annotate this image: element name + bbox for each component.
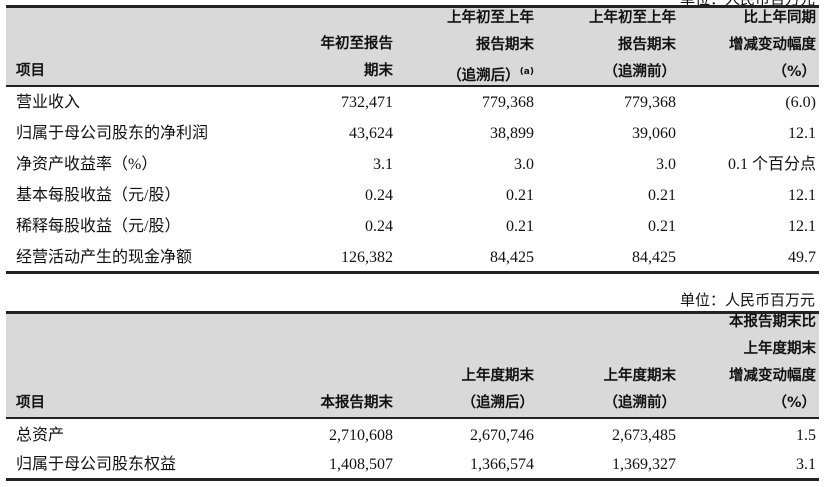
cell-col1: 0.24 xyxy=(365,187,393,204)
row-label: 经营活动产生的现金净额 xyxy=(16,249,193,266)
header-line: 上年度期末 xyxy=(603,368,677,384)
table1-bottom-rule xyxy=(6,271,819,274)
header-line: 本报告期末 xyxy=(320,395,394,411)
table2-header-rule xyxy=(6,417,819,419)
cell-col2: 3.0 xyxy=(514,156,534,173)
row-label: 营业收入 xyxy=(16,94,81,111)
cell-col4: 1.5 xyxy=(796,427,816,444)
cell-col4: (6.0) xyxy=(785,94,816,111)
header-line: （%） xyxy=(772,395,816,411)
row-label: 基本每股收益（元/股） xyxy=(16,187,181,204)
table-row: 稀释每股收益（元/股） 0.24 0.21 0.21 12.1 xyxy=(6,212,819,241)
header-line: （追溯前） xyxy=(603,395,677,411)
table2-header: 项目 本报告期末 上年度期末 （追溯后） 上年度期末 （追溯前） 本报告期末比 … xyxy=(6,314,819,417)
row-label: 净资产收益率（%） xyxy=(16,156,158,173)
header-line: （%） xyxy=(772,64,816,80)
cell-col3: 84,425 xyxy=(632,249,676,266)
cell-col1: 1,408,507 xyxy=(329,456,393,473)
table1-unit-label: 单位：人民币百万元 xyxy=(679,0,815,8)
row-label: 总资产 xyxy=(16,427,65,444)
table-row: 归属于母公司股东权益 1,408,507 1,366,574 1,369,327 3.1 xyxy=(6,450,819,479)
cell-col4: 12.1 xyxy=(788,187,816,204)
cell-col4: 12.1 xyxy=(788,218,816,235)
cell-col3: 39,060 xyxy=(632,125,676,142)
cell-col1: 0.24 xyxy=(365,218,393,235)
cell-col2: 779,368 xyxy=(482,94,534,111)
header-line: 报告期末 xyxy=(476,37,534,53)
row-label: 归属于母公司股东权益 xyxy=(16,456,177,473)
table1-header: 项目 年初至报告 期末 上年初至上年 报告期末 （追溯后）(a) 上年初至上年 … xyxy=(6,8,819,85)
cell-col4: 12.1 xyxy=(788,125,816,142)
table1-header-item: 项目 xyxy=(16,63,45,79)
cell-col3: 0.21 xyxy=(648,187,676,204)
cell-col1: 732,471 xyxy=(341,94,393,111)
header-line: 报告期末 xyxy=(618,37,676,53)
table-row: 总资产 2,710,608 2,670,746 2,673,485 1.5 xyxy=(6,421,819,450)
cell-col3: 1,369,327 xyxy=(612,456,676,473)
table2-unit-label: 单位：人民币百万元 xyxy=(679,293,815,309)
cell-col4: 49.7 xyxy=(788,249,816,266)
header-line: 年初至报告 xyxy=(320,36,394,52)
cell-col1: 126,382 xyxy=(341,249,393,266)
cell-col1: 43,624 xyxy=(349,125,393,142)
table1-header-col1: 年初至报告 期末 xyxy=(321,31,394,85)
cell-col2: 1,366,574 xyxy=(470,456,534,473)
cell-col2: 38,899 xyxy=(490,125,534,142)
cell-col2: 0.21 xyxy=(506,187,534,204)
cell-col3: 3.0 xyxy=(656,156,676,173)
cell-col2: 0.21 xyxy=(506,218,534,235)
cell-col3: 2,673,485 xyxy=(612,427,676,444)
table1-header-rule xyxy=(6,85,819,87)
row-label: 稀释每股收益（元/股） xyxy=(16,218,181,235)
table2-top-rule xyxy=(6,311,819,314)
header-line: （追溯后）(a) xyxy=(447,59,534,90)
cell-col4: 3.1 xyxy=(796,456,816,473)
table-row: 净资产收益率（%） 3.1 3.0 3.0 0.1 个百分点 xyxy=(6,150,819,179)
table2-header-item: 项目 xyxy=(16,395,45,411)
table-row: 经营活动产生的现金净额 126,382 84,425 84,425 49.7 xyxy=(6,243,819,272)
row-label: 归属于母公司股东的净利润 xyxy=(16,125,209,142)
cell-col2: 2,670,746 xyxy=(470,427,534,444)
table1-header-col4: 比上年同期 增减变动幅度 （%） xyxy=(729,5,816,86)
cell-col1: 2,710,608 xyxy=(329,427,393,444)
header-line: 比上年同期 xyxy=(743,10,817,26)
table-row: 基本每股收益（元/股） 0.24 0.21 0.21 12.1 xyxy=(6,181,819,210)
header-line: 增减变动幅度 xyxy=(729,37,816,53)
cell-col2: 84,425 xyxy=(490,249,534,266)
header-line: 本报告期末比 xyxy=(729,314,816,330)
cell-col4: 0.1 个百分点 xyxy=(727,156,816,173)
table1-header-col3: 上年初至上年 报告期末 （追溯前） xyxy=(589,5,676,86)
header-line: 上年度期末 xyxy=(461,368,535,384)
table1-top-rule xyxy=(6,5,819,8)
cell-col1: 3.1 xyxy=(373,156,393,173)
cell-col3: 779,368 xyxy=(624,94,676,111)
header-line: 上年初至上年 xyxy=(447,10,534,26)
header-line: 上年度期末 xyxy=(743,341,817,357)
table1-header-col2: 上年初至上年 报告期末 （追溯后）(a) xyxy=(447,5,534,90)
cell-col3: 0.21 xyxy=(648,218,676,235)
table2-header-col2: 上年度期末 （追溯后） xyxy=(462,363,535,417)
table-row: 营业收入 732,471 779,368 779,368 (6.0) xyxy=(6,88,819,117)
table2-header-col3: 上年度期末 （追溯前） xyxy=(604,363,677,417)
header-line: 上年初至上年 xyxy=(589,10,676,26)
table-row: 归属于母公司股东的净利润 43,624 38,899 39,060 12.1 xyxy=(6,119,819,148)
table2-header-col1: 本报告期末 xyxy=(321,390,394,417)
header-line: 增减变动幅度 xyxy=(729,368,816,384)
table2-bottom-rule xyxy=(6,478,819,481)
header-line: （追溯前） xyxy=(603,64,677,80)
header-line-text: （追溯后） xyxy=(447,67,520,84)
table2-header-col4: 本报告期末比 上年度期末 增减变动幅度 （%） xyxy=(729,309,816,417)
footnote-marker: (a) xyxy=(519,67,534,77)
header-line: 期末 xyxy=(364,63,393,79)
header-line: （追溯后） xyxy=(461,395,535,411)
